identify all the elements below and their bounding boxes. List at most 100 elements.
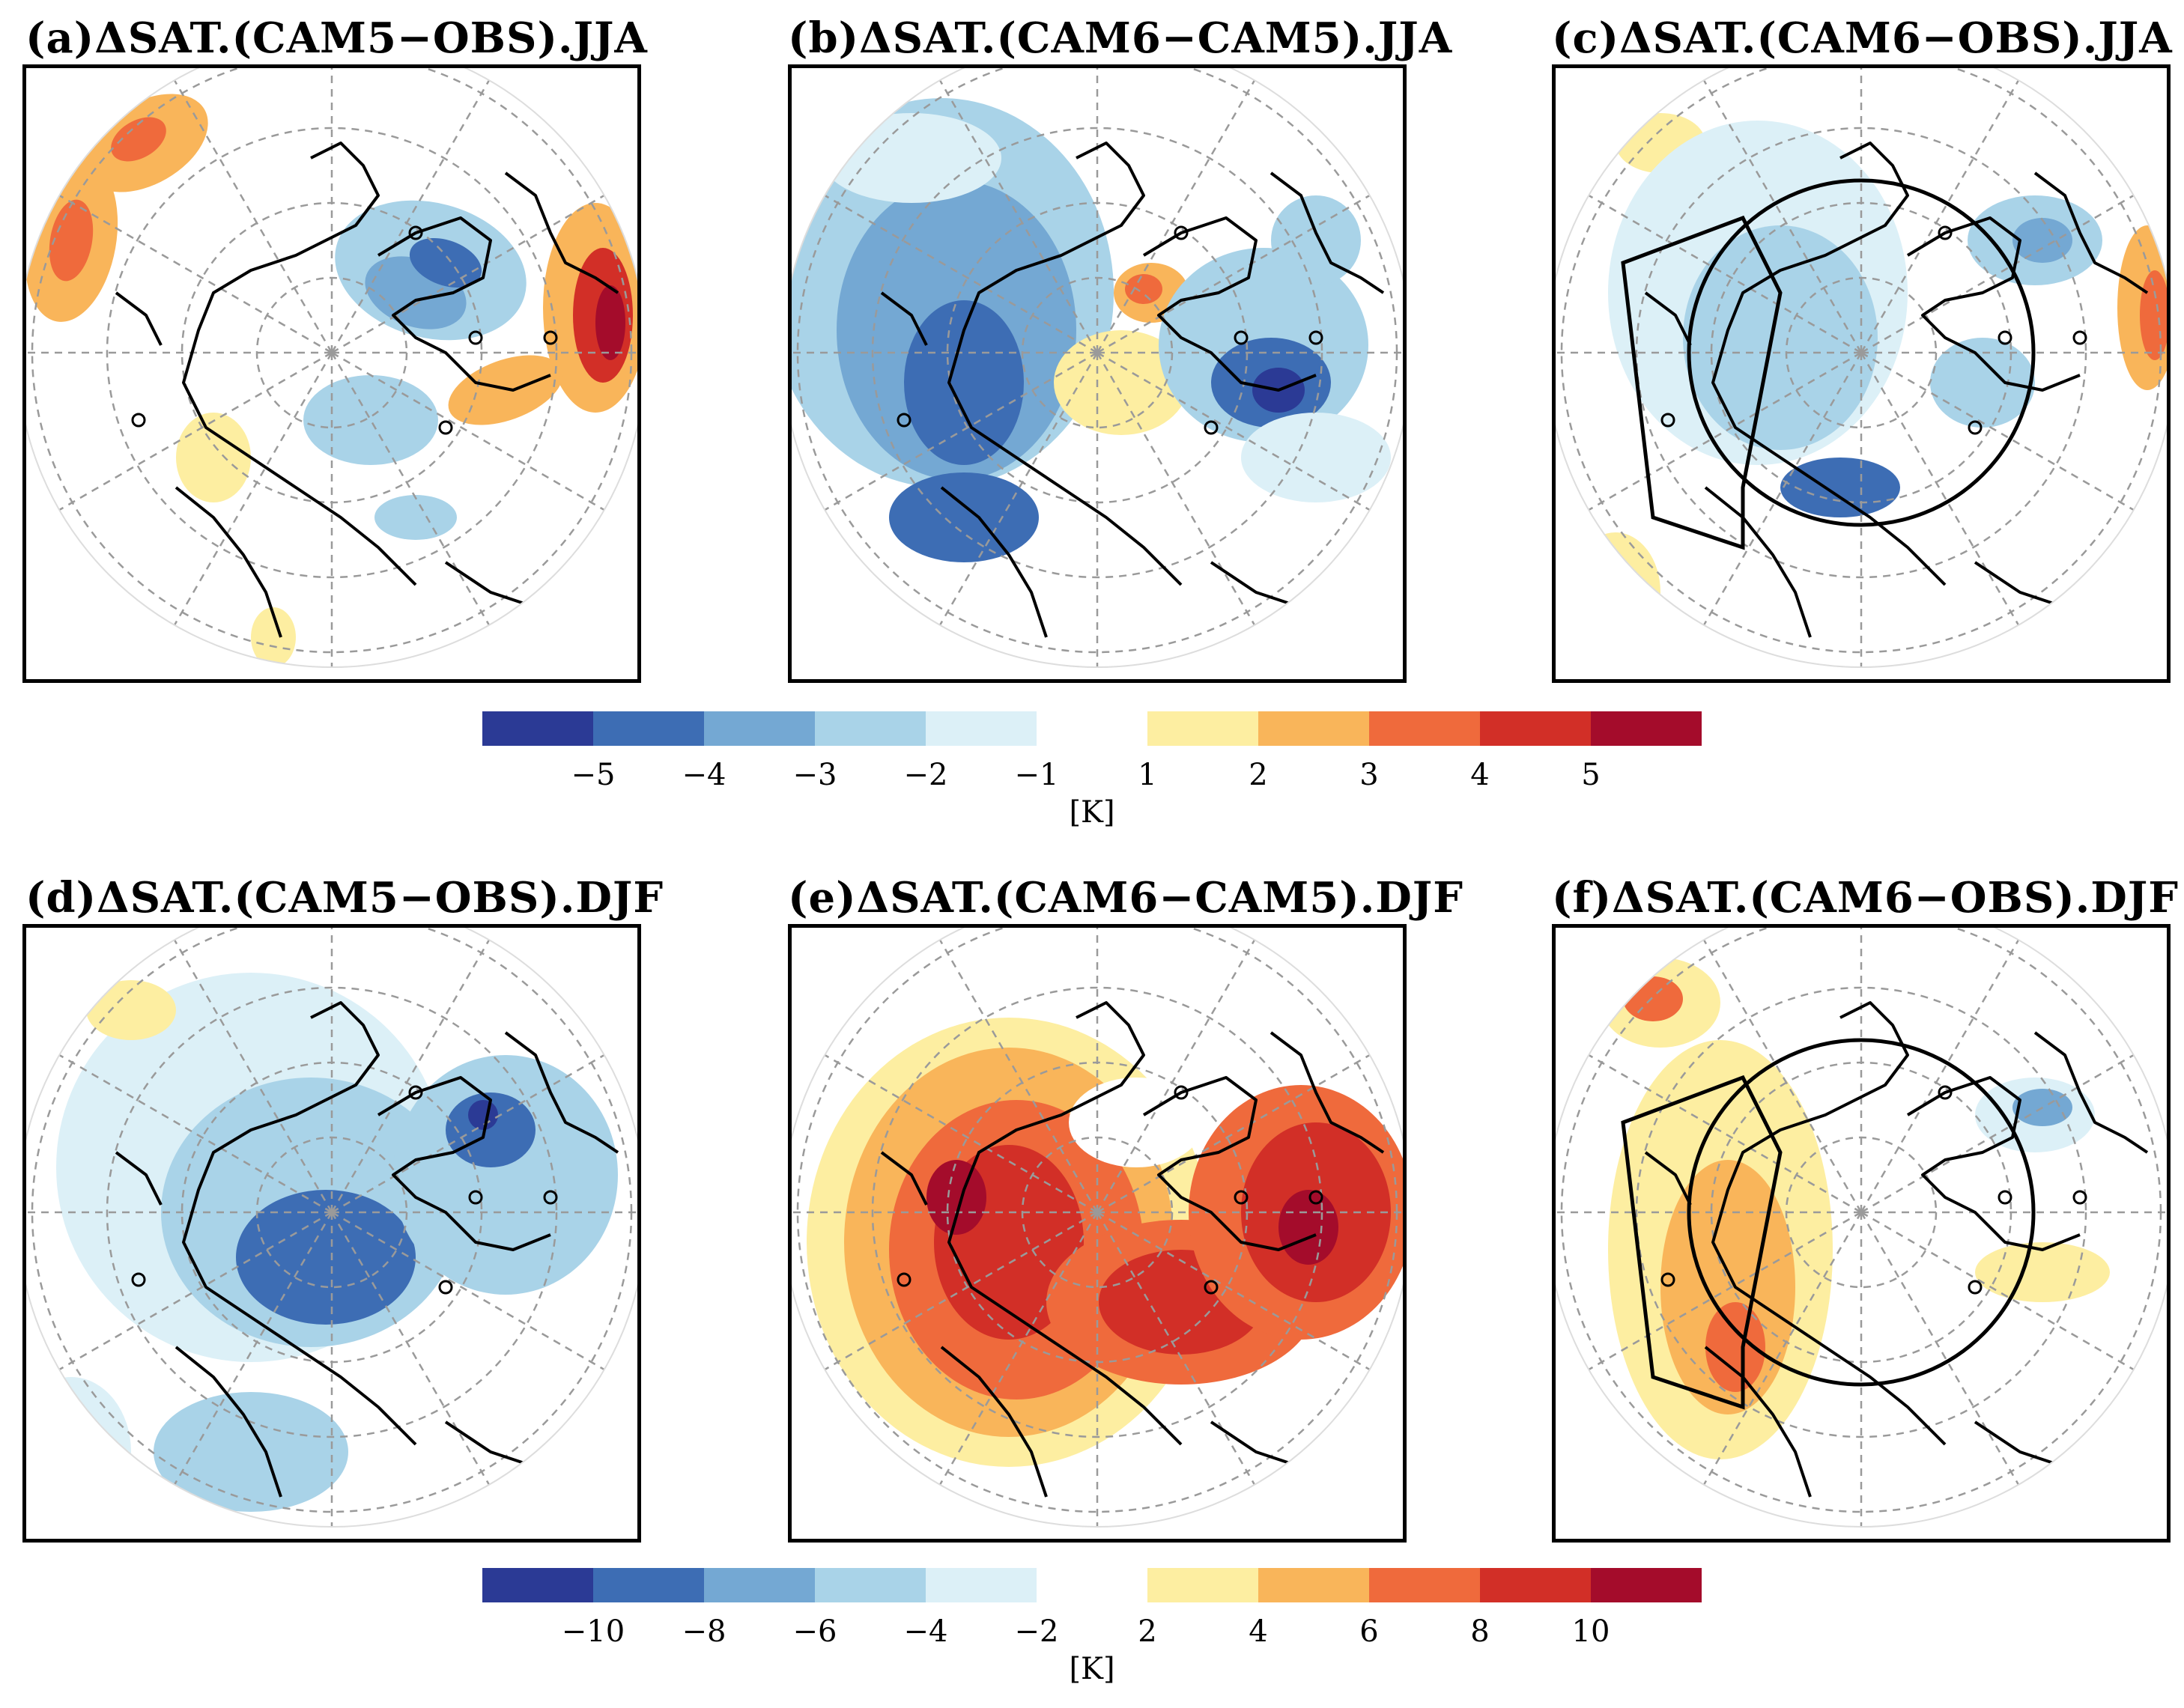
panel-title-f: (f)ΔSAT.(CAM6−OBS).DJF [1552, 873, 2180, 923]
coastline [115, 1151, 163, 1206]
colorbar-jja: −5 −4 −3 −2 −1 1 2 3 4 5 [K] [482, 711, 1705, 839]
meridian-gridline [1096, 352, 1264, 639]
meridian-gridline [330, 1212, 498, 1498]
meridian-gridline [1695, 68, 1863, 353]
anomaly-patch [154, 1392, 348, 1512]
latitude-gridline [871, 986, 1323, 1438]
coastline [175, 486, 282, 638]
latitude-gridline [106, 986, 558, 1438]
coastline [1704, 1346, 1812, 1498]
island [1234, 1190, 1249, 1205]
anomaly-patch [1780, 458, 1900, 517]
colorbar-tick-label: −3 [792, 758, 837, 792]
island [438, 1280, 453, 1295]
meridian-gridline [1096, 1212, 1264, 1498]
island [1308, 1190, 1323, 1205]
colorbar-tick-label: −2 [1014, 1614, 1059, 1649]
coastline [940, 1346, 1048, 1498]
meridian-gridline [1096, 1046, 1383, 1214]
polar-map-b [792, 68, 1403, 668]
anomaly-patch [1975, 1242, 2110, 1302]
meridian-gridline [46, 351, 333, 519]
coastline [1906, 216, 2081, 392]
colorbar-swatch [1480, 711, 1591, 746]
meridian-gridline [166, 68, 333, 353]
map-panel-e [788, 924, 1407, 1543]
anomaly-patch [49, 199, 94, 282]
anomaly-patch [176, 413, 251, 502]
coastline [1142, 1076, 1317, 1251]
colorbar-unit-label: [K] [1069, 795, 1115, 830]
island [897, 413, 911, 428]
meridian-gridline [1096, 186, 1383, 354]
anomaly-patch [1705, 1302, 1765, 1392]
anomaly-patch [446, 1092, 536, 1167]
coastline [115, 291, 163, 346]
coastline [940, 486, 1048, 638]
coastline [504, 1031, 619, 1154]
meridian-gridline [1575, 351, 1862, 519]
latitude-gridline [871, 127, 1323, 579]
anomaly-patch [1054, 330, 1189, 435]
meridian-gridline [811, 186, 1098, 354]
colorbar-swatch [815, 1568, 926, 1602]
meridian-gridline [331, 1211, 618, 1379]
island [543, 1190, 558, 1205]
colorbar-swatch [1480, 1568, 1591, 1602]
anomaly-patch [236, 1190, 416, 1325]
anomaly-patch [1271, 195, 1361, 285]
colorbar-tick-label: −5 [571, 758, 616, 792]
sector-region-box [1621, 1075, 1783, 1410]
island [131, 413, 146, 428]
island [1308, 330, 1323, 345]
island [1660, 413, 1675, 428]
anomaly-patch [393, 1055, 618, 1295]
coastline [1704, 486, 1812, 638]
meridian-gridline [166, 352, 333, 639]
island [1174, 225, 1189, 240]
coastline [182, 142, 417, 586]
coastline [880, 291, 928, 346]
map-boundary [1556, 928, 2167, 1528]
meridian-gridline [46, 1046, 333, 1214]
island [1968, 1280, 1983, 1295]
map-boundary [792, 928, 1403, 1528]
colorbar-swatch [1147, 1568, 1258, 1602]
colorbar-tick-label: −4 [682, 758, 727, 792]
coastline [1906, 1076, 2081, 1251]
latitude-gridline [1635, 986, 2087, 1438]
colorbar-djf: −10 −8 −6 −4 −2 2 4 6 8 10 [K] [482, 1568, 1705, 1695]
anomaly-patch [1571, 532, 1660, 652]
colorbar-tick-label: 10 [1571, 1614, 1610, 1649]
latitude-gridline [106, 127, 558, 579]
coastline [182, 1001, 417, 1446]
colorbar-swatch [1258, 711, 1369, 746]
meridian-gridline [1695, 1212, 1863, 1498]
meridian-gridline [1575, 1211, 1862, 1379]
meridian-gridline [1860, 352, 2027, 639]
map-panel-c [1552, 64, 2171, 683]
colorbar-swatch [1591, 1568, 1702, 1602]
colorbar-swatch [704, 711, 815, 746]
anomaly-patch [303, 375, 438, 465]
meridian-gridline [1860, 1046, 2147, 1214]
island [131, 1272, 146, 1287]
island [1968, 420, 1983, 435]
meridian-gridline [811, 1046, 1098, 1214]
map-boundary [792, 68, 1403, 668]
polar-map-f [1556, 928, 2167, 1528]
shading-layer [26, 68, 637, 667]
meridian-gridline [46, 186, 333, 354]
map-panel-d [22, 924, 641, 1543]
panel-title-e: (e)ΔSAT.(CAM6−CAM5).DJF [788, 873, 1464, 923]
colorbar-swatch [1258, 1568, 1369, 1602]
colorbar-tick-label: 6 [1359, 1614, 1379, 1649]
meridian-gridline [330, 352, 498, 639]
anomaly-patch [2012, 218, 2072, 263]
anomaly-patch [86, 980, 176, 1040]
meridian-gridline [331, 351, 618, 519]
meridian-gridline [1096, 1211, 1383, 1379]
anomaly-patch [1930, 338, 2035, 428]
coastline [377, 216, 551, 392]
colorbar-tick-label: 4 [1470, 758, 1490, 792]
